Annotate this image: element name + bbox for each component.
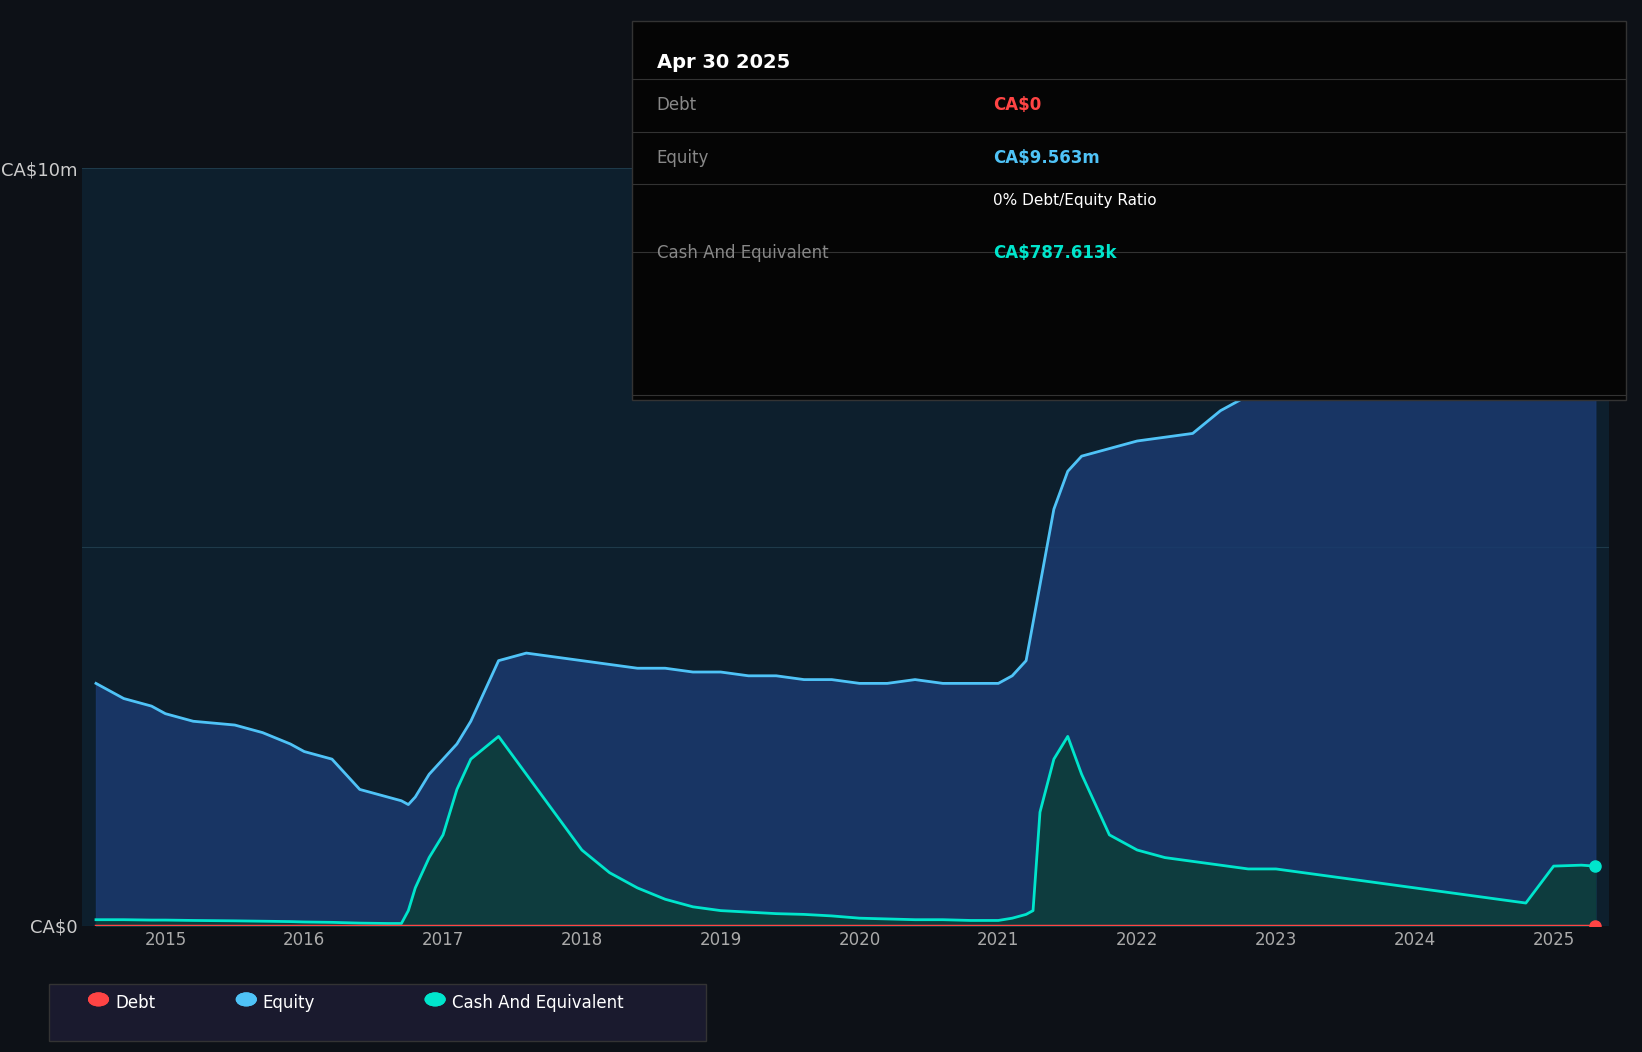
Text: Equity: Equity xyxy=(263,994,315,1012)
Text: CA$9.563m: CA$9.563m xyxy=(993,149,1100,167)
Text: CA$787.613k: CA$787.613k xyxy=(993,244,1117,262)
Text: Equity: Equity xyxy=(657,149,709,167)
Text: CA$0: CA$0 xyxy=(993,97,1041,115)
Text: Debt: Debt xyxy=(115,994,154,1012)
Text: 0% Debt/Equity Ratio: 0% Debt/Equity Ratio xyxy=(993,194,1158,208)
Text: Debt: Debt xyxy=(657,97,696,115)
Text: Cash And Equivalent: Cash And Equivalent xyxy=(452,994,624,1012)
Text: Apr 30 2025: Apr 30 2025 xyxy=(657,54,790,73)
Text: Cash And Equivalent: Cash And Equivalent xyxy=(657,244,829,262)
